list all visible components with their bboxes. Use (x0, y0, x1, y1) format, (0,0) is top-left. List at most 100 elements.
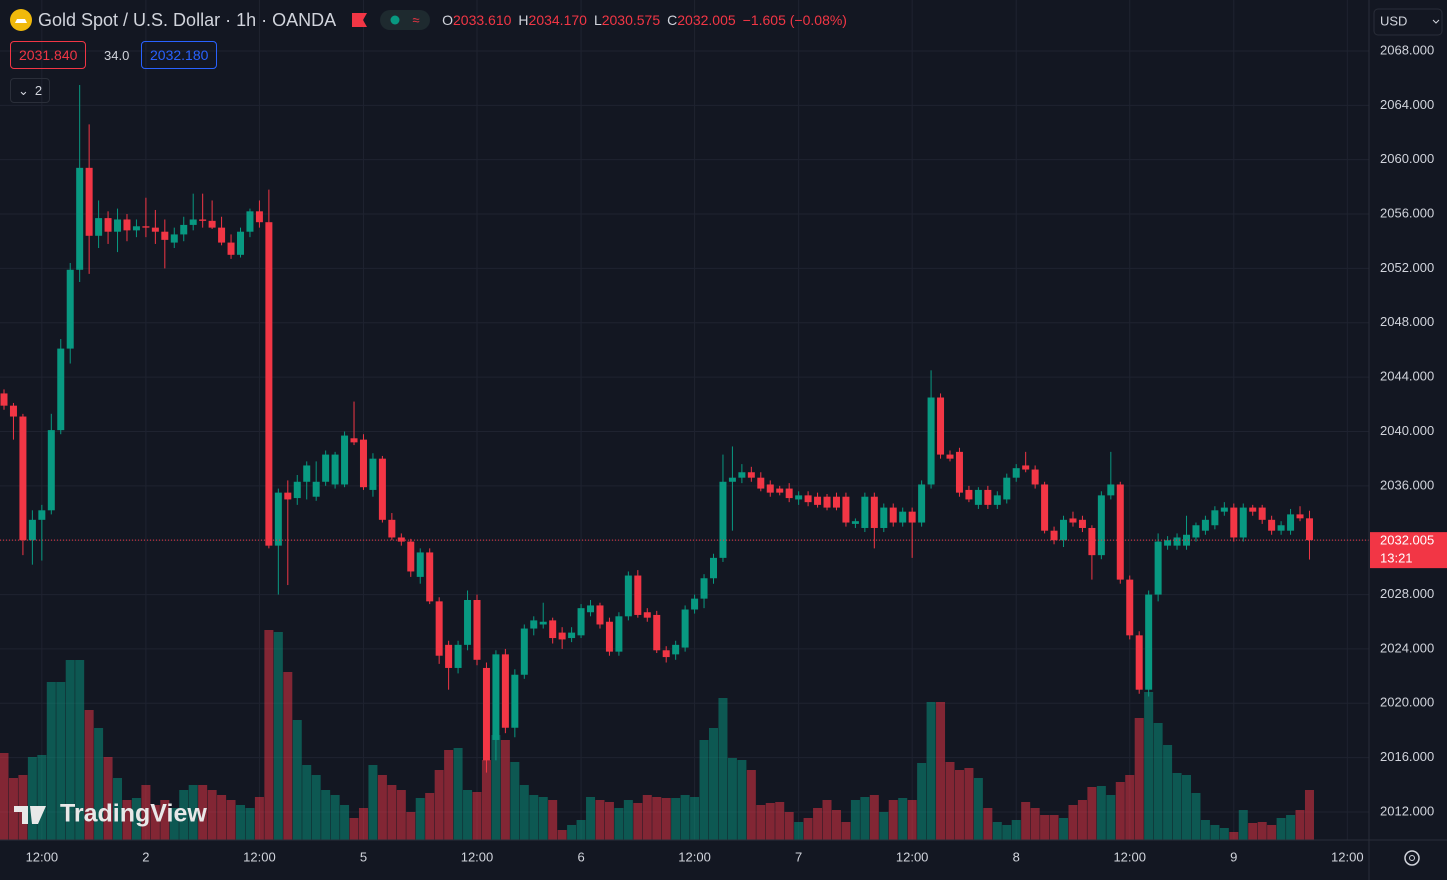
ask[interactable]: 2032.180 (150, 47, 209, 63)
bid-box[interactable]: 2031.840 (10, 41, 87, 69)
candle-body (445, 644, 453, 668)
candle-body (955, 451, 963, 493)
candle-body (615, 616, 623, 652)
candle-body (66, 269, 74, 349)
volume-bar (425, 793, 435, 840)
volume-bar (1125, 775, 1135, 840)
volume-bar (973, 778, 983, 840)
volume-bar (444, 750, 454, 840)
candle-body (312, 481, 320, 497)
volume-bar (1229, 832, 1239, 840)
currency[interactable]: USD (1380, 13, 1407, 28)
volume-bar (699, 740, 709, 840)
x-tick-label: 12:00 (243, 849, 276, 864)
bid[interactable]: 2031.840 (19, 47, 78, 63)
y-tick-label: 2056.000 (1380, 205, 1434, 220)
spread: 34.0 (104, 47, 130, 63)
volume-bar (245, 808, 255, 840)
candle-body (691, 598, 699, 610)
volume-bar (415, 798, 425, 840)
candle-body (208, 220, 216, 228)
volume-bar (302, 765, 312, 840)
volume-bar (1200, 820, 1210, 840)
x-tick-label: 12:00 (26, 849, 59, 864)
candle-body (1069, 518, 1077, 523)
volume-bar (198, 785, 208, 840)
volume-bar (46, 682, 56, 840)
candle-body (350, 438, 358, 443)
candle-body (1211, 510, 1219, 526)
volume-bar (1134, 718, 1144, 840)
candle-body (1173, 537, 1181, 546)
volume-bar (926, 702, 936, 840)
volume-bar (1219, 828, 1229, 840)
candle-body (265, 222, 273, 546)
change: −1.605 (−0.08%) (742, 12, 847, 28)
candle-body (331, 454, 339, 485)
candle-body (549, 620, 557, 639)
candle-body (28, 519, 36, 541)
symbol-icon (10, 9, 32, 31)
candle-body (189, 219, 197, 225)
volume-bar (150, 805, 160, 840)
candle-body (132, 226, 140, 231)
volume-bar (737, 760, 747, 840)
volume-bar (945, 762, 955, 840)
currency-button[interactable] (1373, 8, 1443, 36)
volume-bar (869, 795, 879, 840)
candle-body (880, 507, 888, 528)
volume-bar (671, 798, 681, 840)
volume-bar (1040, 815, 1050, 840)
volume-bar (992, 822, 1002, 840)
candle-body (1249, 507, 1257, 512)
candle-body (1154, 541, 1162, 595)
candle-body (899, 511, 907, 523)
candle-body (1135, 635, 1143, 690)
candle-body (246, 211, 254, 232)
ohlc-value: 2030.575 (601, 12, 661, 28)
volume-bar (775, 802, 785, 840)
volume-bar (113, 778, 123, 840)
symbol-title[interactable]: Gold Spot / U.S. Dollar · 1h · OANDA (38, 9, 337, 30)
candle-body (851, 521, 859, 524)
ask-box[interactable]: 2032.180 (141, 41, 218, 69)
candle-body (1201, 519, 1209, 531)
volume-bar (1106, 795, 1116, 840)
ohlc-value: 2034.170 (528, 12, 587, 28)
candle-body (1107, 484, 1115, 496)
volume-bar (84, 710, 94, 840)
candle-body (1126, 579, 1134, 636)
candle-body (1050, 530, 1058, 541)
candle-body (123, 219, 131, 231)
candle-body (643, 612, 651, 618)
x-tick-label: 12:00 (1331, 849, 1364, 864)
volume-bar (557, 830, 567, 840)
volume-bar (954, 770, 964, 840)
candle-body (993, 495, 1001, 505)
candle-body (369, 458, 377, 490)
volume-bar (453, 748, 463, 840)
candle-body (974, 489, 982, 505)
volume-bar (1295, 810, 1305, 840)
volume-bar (1257, 822, 1267, 840)
indicator-count[interactable]: 2 (34, 83, 43, 98)
candle-body (104, 218, 112, 232)
flag-icon[interactable] (350, 12, 370, 28)
candle-body (1012, 468, 1020, 478)
volume-bar (746, 770, 756, 840)
volume-bar (567, 825, 577, 840)
settings-icon[interactable] (1404, 850, 1420, 866)
indicator-toggle[interactable]: ⌄ 2 (10, 78, 51, 103)
candle-body (180, 224, 188, 235)
svg-text:≈: ≈ (413, 12, 420, 27)
x-tick-label: 12:00 (678, 849, 711, 864)
y-tick-label: 2060.000 (1380, 151, 1434, 166)
ohlc-key: O (442, 12, 453, 28)
candle-body (0, 393, 8, 406)
candle-body (1078, 519, 1086, 528)
volume-bar (491, 735, 501, 840)
volume-bar (283, 672, 293, 840)
volume-bar (1238, 810, 1248, 840)
volume-bar (548, 800, 558, 840)
